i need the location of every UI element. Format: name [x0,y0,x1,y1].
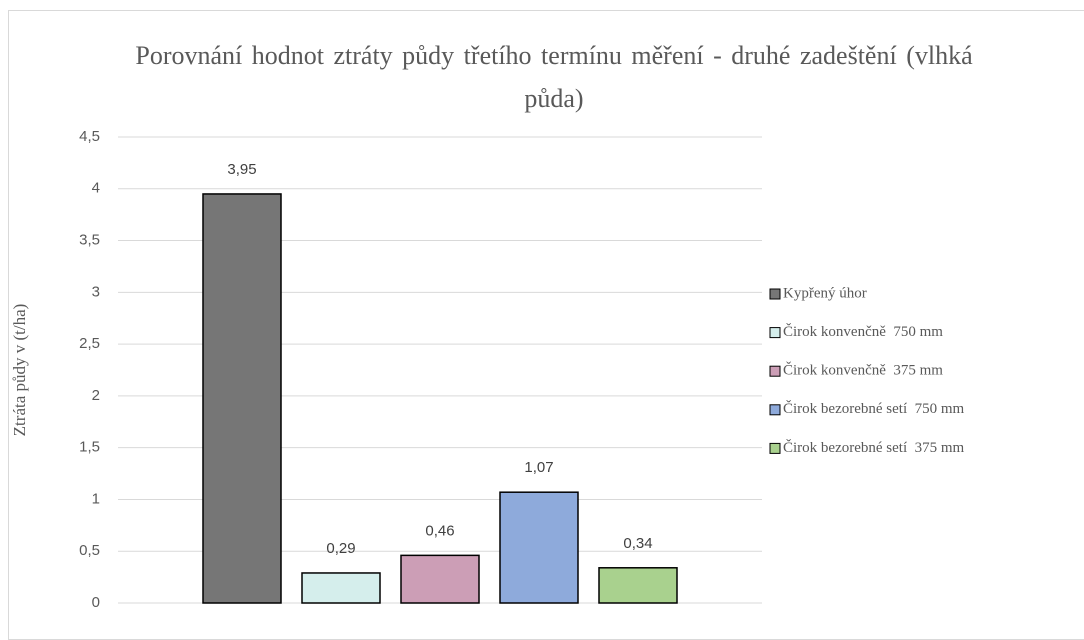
bar [301,572,381,604]
bar [202,193,282,604]
y-tick-label: 0 [92,594,100,611]
data-label: 0,46 [425,522,454,539]
legend-label: Kypřený úhor [783,285,867,301]
page: {"chart_data": {"type": "bar", "title": … [8,10,1084,640]
y-tick-label: 4,5 [79,128,100,145]
legend-swatch [769,365,781,377]
chart: Ztráta půdy v (t/ha) 0 0,5 1 1,5 2 2,5 3 3,5 4 4,… [10,128,965,611]
legend-swatch [769,404,781,416]
y-tick-label: 3 [92,283,100,300]
y-tick-label: 0,5 [79,542,100,559]
legend-swatch [769,288,781,300]
bar [598,567,678,604]
y-tick-label: 3,5 [79,232,100,249]
data-label: 1,07 [524,459,553,476]
legend-label: Čirok bezorebné setí 375 mm [783,439,965,456]
bar [499,491,579,604]
data-label: 0,34 [623,535,652,552]
y-tick-label: 1 [92,490,100,507]
data-label: 3,95 [227,161,256,178]
legend-label: Čirok konvenčně 375 mm [783,362,943,379]
y-axis-label: Ztráta půdy v (t/ha) [10,304,29,437]
legend-swatch [769,442,781,454]
y-tick-label: 1,5 [79,439,100,456]
y-tick-label: 2 [92,387,100,404]
legend-swatch [769,327,781,339]
chart-title: Porovnání hodnot ztráty půdy třetího ter… [135,41,973,113]
y-tick-label: 4 [92,180,100,197]
y-tick-label: 2,5 [79,335,100,352]
legend-label: Čirok konvenčně 750 mm [783,323,943,340]
bar [400,554,480,604]
data-label: 0,29 [326,540,355,557]
legend-label: Čirok bezorebné setí 750 mm [783,400,965,417]
